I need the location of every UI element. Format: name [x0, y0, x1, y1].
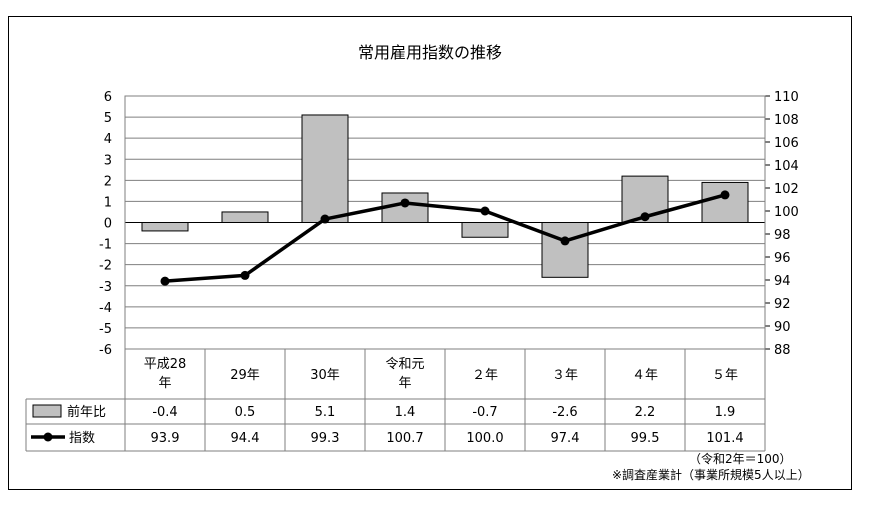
index-point [640, 212, 650, 222]
y-left-tick-label: -4 [99, 301, 112, 316]
legend-line-label: 指数 [69, 431, 95, 446]
index-value-label: 100.0 [466, 431, 503, 446]
y-right-tick-label: 92 [774, 297, 791, 312]
y-left-tick-label: 3 [104, 153, 112, 168]
y-left-tick-label: 5 [104, 111, 112, 126]
bar [701, 181, 749, 223]
y-right-tick-label: 106 [774, 136, 799, 151]
index-point [560, 236, 570, 246]
index-point [480, 206, 490, 216]
category-label: ４年 [632, 368, 658, 383]
y-left-tick-label: 2 [104, 174, 112, 189]
category-label: ３年 [552, 368, 578, 383]
bar-value-label: -0.7 [472, 405, 497, 420]
category-label: ５年 [712, 368, 738, 383]
legend-bar-swatch [32, 404, 62, 418]
y-right-tick-label: 88 [774, 343, 791, 358]
y-left-tick-label: -1 [99, 238, 112, 253]
bar [461, 222, 509, 238]
y-left-tick-label: 4 [104, 132, 112, 147]
bar-value-label: -2.6 [552, 405, 577, 420]
y-right-tick-label: 96 [774, 251, 791, 266]
index-point [400, 198, 410, 208]
y-left-tick-label: -3 [99, 280, 112, 295]
base-note: （令和2年＝100） [689, 451, 792, 466]
category-label: 令和元 [385, 357, 424, 372]
bar-value-label: -0.4 [152, 405, 177, 420]
y-left-tick-label: -2 [99, 259, 112, 274]
y-right-tick-label: 110 [774, 90, 799, 105]
category-label: 29年 [230, 368, 260, 383]
bar [141, 222, 189, 232]
index-value-label: 99.5 [631, 431, 660, 446]
category-label: 30年 [310, 368, 340, 383]
y-right-tick-label: 104 [774, 159, 799, 174]
bar-value-label: 1.4 [395, 405, 416, 420]
index-value-label: 93.9 [151, 431, 180, 446]
bar [541, 222, 589, 278]
bar-value-label: 0.5 [235, 405, 256, 420]
y-left-tick-label: -5 [99, 322, 112, 337]
index-line [164, 193, 726, 283]
index-point [720, 190, 730, 200]
legend-bar-label: 前年比 [67, 404, 106, 420]
category-label: 平成28 [144, 357, 187, 372]
y-left-tick-label: 0 [104, 217, 112, 232]
bar-series [125, 114, 765, 278]
bar-value-label: 5.1 [315, 405, 336, 420]
legend-line-marker [43, 432, 53, 442]
y-left-tick-label: -6 [99, 343, 112, 358]
y-right-tick-label: 100 [774, 205, 799, 220]
index-value-label: 100.7 [386, 431, 423, 446]
chart-svg: 常用雇用指数の推移 -6 -5 -4 -3 -2 -1 0 1 2 3 4 5 6 88 90 92 94 96 9… [25, 43, 810, 482]
axes: -6 -5 -4 -3 -2 -1 0 1 2 3 4 5 6 88 90 92 94 96 98 100 102 104… [99, 90, 799, 358]
source-note: ※調査産業計（事業所規模5人以上） [612, 467, 810, 482]
bar [301, 114, 349, 223]
index-value-label: 94.4 [231, 431, 260, 446]
y-right-tick-label: 98 [774, 228, 791, 243]
category-label: 年 [158, 376, 171, 391]
bar-value-label: 2.2 [635, 405, 656, 420]
y-left-tick-label: 1 [104, 195, 112, 210]
line-series [160, 190, 730, 286]
y-right-tick-label: 90 [774, 320, 791, 335]
chart-frame: 常用雇用指数の推移 -6 -5 -4 -3 -2 -1 0 1 2 3 4 5 6 88 90 92 94 96 9… [8, 16, 852, 490]
category-label: 年 [398, 376, 411, 391]
chart-title: 常用雇用指数の推移 [358, 43, 502, 62]
index-point [320, 214, 330, 224]
index-value-label: 97.4 [551, 431, 580, 446]
category-label: ２年 [472, 368, 498, 383]
y-right-tick-label: 94 [774, 274, 791, 289]
index-point [240, 270, 250, 280]
y-right-tick-label: 102 [774, 182, 799, 197]
bar [221, 211, 269, 223]
index-value-label: 101.4 [706, 431, 743, 446]
index-value-label: 99.3 [311, 431, 340, 446]
y-right-tick-label: 108 [774, 113, 799, 128]
y-left-tick-label: 6 [104, 90, 112, 105]
index-point [160, 276, 170, 286]
bar-value-label: 1.9 [715, 405, 736, 420]
